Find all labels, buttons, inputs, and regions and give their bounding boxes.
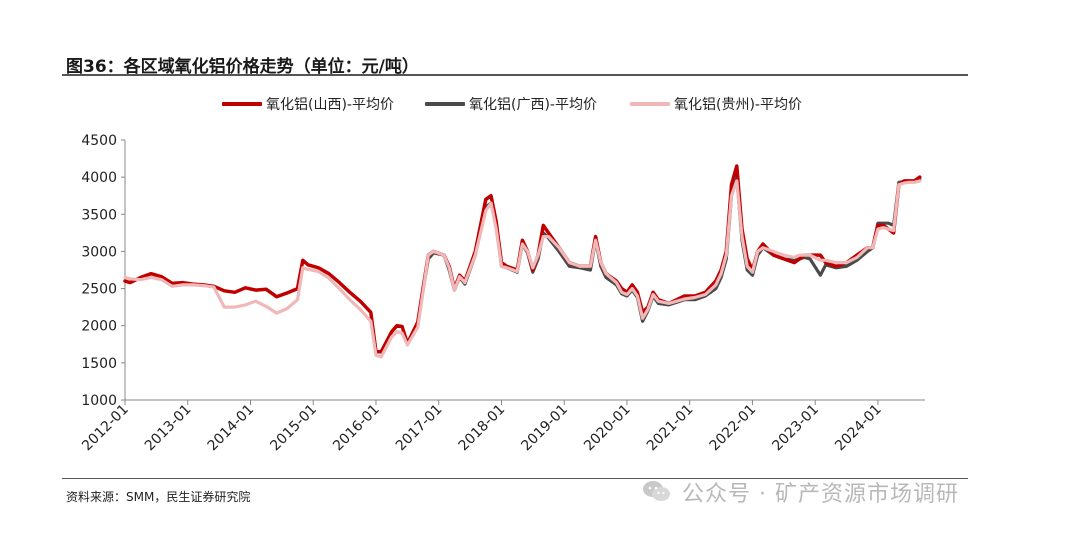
y-tick-label: 2500 — [81, 282, 117, 298]
y-tick-label: 4000 — [81, 170, 117, 186]
watermark: 公众号 · 矿产资源市场调研 — [642, 476, 959, 508]
legend-label-shanxi: 氧化铝(山西)-平均价 — [266, 97, 394, 113]
y-tick-label: 1500 — [81, 356, 117, 372]
footer-divider — [62, 478, 968, 479]
x-tick-label: 2014-01 — [205, 402, 258, 455]
y-tick-label: 1000 — [81, 393, 117, 409]
figure-title: 图36：各区域氧化铝价格走势（单位：元/吨） — [66, 57, 419, 77]
wechat-icon — [643, 481, 670, 501]
legend-label-guangxi: 氧化铝(广西)-平均价 — [469, 97, 597, 113]
x-tick-label: 2020-01 — [581, 402, 634, 455]
x-tick-label: 2018-01 — [456, 402, 509, 455]
x-tick-label: 2017-01 — [393, 402, 446, 455]
y-tick-label: 2000 — [81, 319, 117, 335]
title-divider — [62, 74, 968, 76]
legend-swatch-shanxi — [222, 102, 262, 106]
legend-swatch-guangxi — [425, 102, 465, 106]
source-note: 资料来源：SMM，民生证券研究院 — [66, 490, 251, 504]
x-tick-label: 2016-01 — [330, 402, 383, 455]
legend-item-guizhou: 氧化铝(贵州)-平均价 — [630, 94, 802, 114]
x-tick-label: 2023-01 — [769, 402, 822, 455]
x-tick-label: 2022-01 — [707, 402, 760, 455]
x-tick-label: 2013-01 — [142, 402, 195, 455]
y-tick-label: 3500 — [81, 207, 117, 223]
x-tick-label: 2019-01 — [518, 402, 571, 455]
x-tick-label: 2012-01 — [79, 402, 132, 455]
series-line-0 — [123, 164, 922, 354]
chart-series — [123, 164, 922, 359]
y-tick-label: 3000 — [81, 244, 117, 260]
legend-swatch-guizhou — [630, 102, 670, 106]
watermark-text: 公众号 · 矿产资源市场调研 — [682, 482, 959, 507]
y-tick-label: 4500 — [81, 133, 117, 149]
legend-item-shanxi: 氧化铝(山西)-平均价 — [222, 94, 394, 114]
legend-item-guangxi: 氧化铝(广西)-平均价 — [425, 94, 597, 114]
chart-legend: 氧化铝(山西)-平均价 氧化铝(广西)-平均价 氧化铝(贵州)-平均价 — [0, 94, 1080, 116]
series-line-2 — [123, 179, 922, 359]
x-tick-label: 2024-01 — [832, 402, 885, 455]
legend-label-guizhou: 氧化铝(贵州)-平均价 — [674, 97, 802, 113]
x-tick-label: 2021-01 — [644, 402, 697, 455]
x-tick-label: 2015-01 — [267, 402, 320, 455]
